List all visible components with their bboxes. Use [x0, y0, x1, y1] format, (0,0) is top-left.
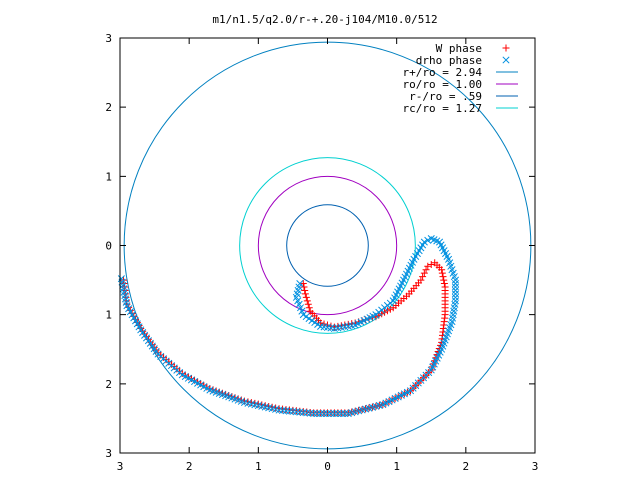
marker-0-0: [299, 280, 307, 288]
marker-0-34: [386, 305, 394, 313]
y-tick-label-3: 0: [105, 240, 112, 253]
legend-sample-0: [502, 44, 510, 52]
marker-1-138: [317, 410, 325, 418]
x-tick-label-0: 3: [117, 460, 124, 473]
legend-label-5: rc/ro = 1.27: [403, 102, 482, 115]
x-tick-label-3: 0: [324, 460, 331, 473]
legend-label-3: ro/ro = 1.00: [403, 78, 482, 91]
chart-title: m1/n1.5/q2.0/r-+.20-j104/M10.0/512: [212, 13, 437, 26]
marker-0-47: [419, 273, 427, 281]
marker-0-59: [440, 280, 448, 288]
marker-1-139: [313, 410, 321, 418]
x-tick-label-1: 2: [186, 460, 193, 473]
marker-0-58: [440, 276, 448, 284]
marker-1-58: [420, 238, 428, 246]
marker-0-31: [378, 310, 386, 318]
x-tick-label-6: 3: [532, 460, 539, 473]
marker-1-59: [424, 236, 432, 244]
circle-1: [257, 175, 398, 316]
marker-1-137: [320, 410, 328, 418]
y-tick-label-1: 2: [105, 101, 112, 114]
marker-1-135: [327, 410, 335, 418]
marker-0-50: [424, 262, 432, 270]
y-tick-label-2: 1: [105, 170, 112, 183]
marker-0-2: [301, 286, 309, 294]
marker-1-134: [330, 410, 338, 418]
marker-1-77: [451, 283, 460, 291]
marker-0-5: [303, 297, 311, 305]
marker-1-130: [344, 410, 352, 418]
marker-1-136: [323, 410, 332, 418]
marker-0-46: [417, 276, 425, 284]
marker-1-214: [117, 275, 125, 283]
marker-0-55: [438, 266, 446, 274]
marker-0-13: [317, 319, 325, 327]
marker-1-131: [341, 410, 349, 418]
legend-label-4: r-/ro = .59: [409, 90, 482, 103]
marker-0-1: [300, 283, 308, 291]
marker-0-7: [305, 304, 313, 312]
marker-0-3: [301, 290, 309, 298]
marker-1-133: [334, 410, 342, 418]
marker-0-4: [302, 293, 310, 301]
y-tick-label-5: 2: [105, 378, 112, 391]
x-tick-label-2: 1: [255, 460, 262, 473]
marker-1-75: [451, 276, 460, 284]
marker-1-79: [451, 290, 460, 298]
circle-3: [239, 157, 416, 334]
legend-label-0: W phase: [436, 42, 482, 55]
marker-0-57: [439, 273, 447, 281]
legend-label-2: r+/ro = 2.94: [403, 66, 483, 79]
series-1-markers: [117, 235, 460, 418]
y-tick-label-0: 3: [105, 32, 112, 45]
circle-2: [286, 204, 369, 287]
x-tick-label-4: 1: [393, 460, 400, 473]
x-tick-label-5: 2: [463, 460, 470, 473]
marker-0-56: [438, 269, 446, 277]
marker-0-48: [420, 269, 428, 277]
marker-0-51: [427, 261, 435, 269]
y-tick-label-4: 1: [105, 309, 112, 322]
marker-1-80: [451, 293, 460, 301]
marker-0-49: [422, 266, 430, 274]
y-tick-label-6: 3: [105, 447, 112, 460]
phase-markers: [117, 235, 460, 418]
legend-label-1: drho phase: [416, 54, 482, 67]
marker-1-76: [451, 279, 460, 288]
marker-1-78: [451, 286, 460, 295]
legend-sample-1: [502, 56, 510, 64]
marker-0-6: [304, 300, 312, 308]
marker-1-132: [337, 410, 345, 418]
